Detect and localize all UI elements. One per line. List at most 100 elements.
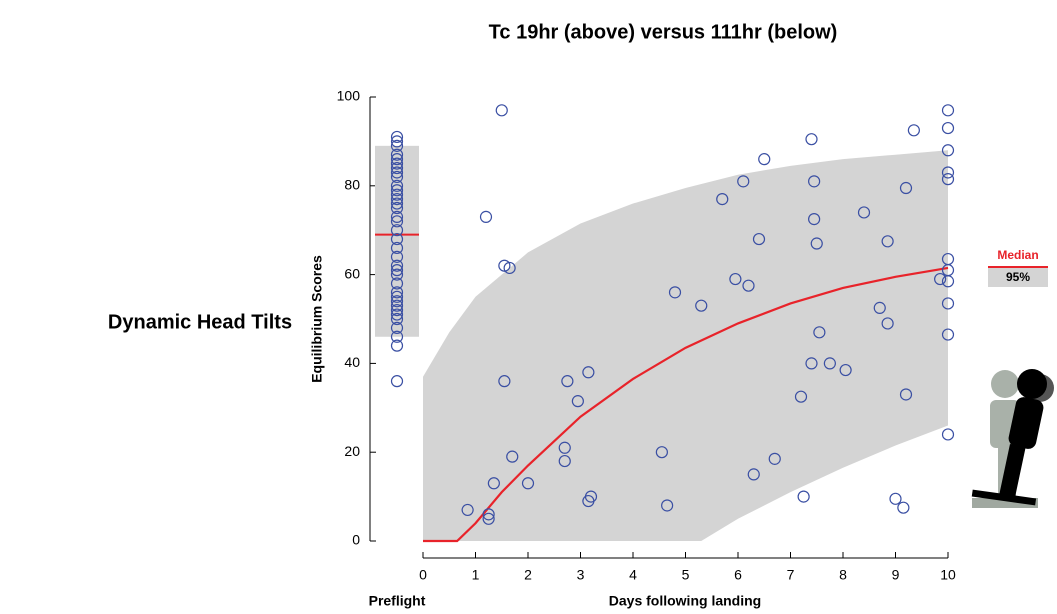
data-point: [558, 441, 571, 454]
preflight-point: [390, 184, 404, 197]
data-point: [495, 104, 508, 117]
data-point: [737, 175, 750, 188]
preflight-point: [390, 188, 404, 201]
preflight-point: [390, 215, 404, 228]
legend-median: Median: [997, 248, 1038, 262]
preflight-point: [390, 304, 404, 317]
preflight-band: [375, 145, 419, 337]
x-axis-label: Days following landing: [609, 593, 761, 609]
y-tick-label: 60: [344, 265, 360, 281]
x-tick-label: 0: [419, 567, 427, 583]
x-tick-label: 5: [682, 567, 690, 583]
data-point: [503, 261, 516, 275]
preflight-point: [390, 201, 404, 215]
data-point: [941, 428, 955, 441]
data-point: [655, 446, 668, 459]
data-point: [758, 153, 771, 166]
data-point: [889, 492, 902, 505]
preflight-point: [390, 312, 404, 326]
data-point: [810, 237, 823, 250]
x-tick-label: 1: [472, 567, 480, 583]
preflight-point: [390, 290, 404, 303]
y-axis-label: Equilibrium Scores: [309, 255, 325, 383]
data-point: [561, 375, 574, 388]
preflight-point: [390, 197, 404, 210]
data-point: [742, 279, 755, 292]
preflight-point: [390, 139, 404, 152]
data-point: [857, 206, 871, 219]
preflight-point: [390, 299, 404, 312]
x-tick-label: 8: [839, 567, 847, 583]
data-point: [752, 232, 766, 246]
data-point: [582, 366, 595, 379]
y-tick-label: 100: [337, 88, 361, 104]
data-point: [506, 450, 519, 463]
data-point: [695, 299, 708, 312]
preflight-point: [390, 179, 404, 192]
data-point: [571, 395, 584, 408]
data-point: [907, 124, 920, 137]
preflight-point: [390, 232, 404, 246]
x-tick-label: 6: [734, 567, 742, 583]
data-point: [668, 286, 682, 299]
data-point: [941, 297, 955, 310]
preflight-point: [390, 264, 404, 277]
data-point: [808, 213, 821, 226]
preflight-point: [390, 224, 404, 237]
data-point: [941, 173, 955, 186]
preflight-point: [390, 157, 404, 170]
data-point: [521, 477, 535, 490]
data-point: [747, 468, 760, 481]
y-tick-label: 20: [344, 443, 360, 459]
preflight-point: [390, 161, 404, 175]
y-tick-label: 0: [352, 532, 360, 548]
data-point: [461, 503, 474, 517]
data-point: [941, 166, 955, 179]
median-line: [423, 266, 949, 543]
x-tick-label: 2: [524, 567, 532, 583]
data-point: [899, 388, 913, 401]
data-point: [498, 259, 511, 272]
preflight-point: [390, 250, 404, 263]
legend-band: 95%: [1006, 270, 1030, 284]
data-point: [584, 490, 598, 503]
x-tick-label: 9: [892, 567, 900, 583]
data-point: [797, 490, 810, 503]
data-point: [941, 275, 955, 288]
data-point: [768, 452, 781, 465]
preflight-point: [390, 130, 404, 144]
preflight-point: [390, 135, 404, 148]
preflight-point: [390, 330, 404, 343]
legend-band-swatch: [988, 268, 1048, 287]
data-point: [941, 121, 955, 135]
data-point: [941, 104, 955, 117]
data-point: [808, 175, 821, 188]
data-point: [487, 477, 500, 490]
y-tick-label: 80: [344, 177, 360, 193]
preflight-point: [390, 286, 404, 299]
preflight-point: [390, 170, 404, 184]
data-point: [716, 193, 729, 206]
chart-title: Tc 19hr (above) versus 111hr (below): [489, 21, 838, 43]
data-point: [479, 210, 493, 223]
preflight-point: [390, 241, 404, 255]
data-point: [482, 508, 495, 521]
preflight-point: [390, 308, 404, 321]
data-point: [839, 363, 852, 377]
data-point: [813, 326, 826, 339]
preflight-point: [390, 339, 404, 352]
y-tick-label: 40: [344, 354, 360, 370]
x-tick-label: 3: [577, 567, 585, 583]
data-point: [899, 181, 913, 195]
data-point: [897, 501, 910, 514]
preflight-label: Preflight: [369, 593, 426, 609]
data-point: [873, 301, 886, 314]
data-point: [941, 328, 955, 341]
data-point: [498, 375, 511, 388]
preflight-point: [390, 375, 404, 388]
data-point: [934, 272, 947, 286]
data-point: [729, 272, 742, 286]
preflight-point: [390, 268, 404, 281]
data-point: [805, 133, 818, 146]
